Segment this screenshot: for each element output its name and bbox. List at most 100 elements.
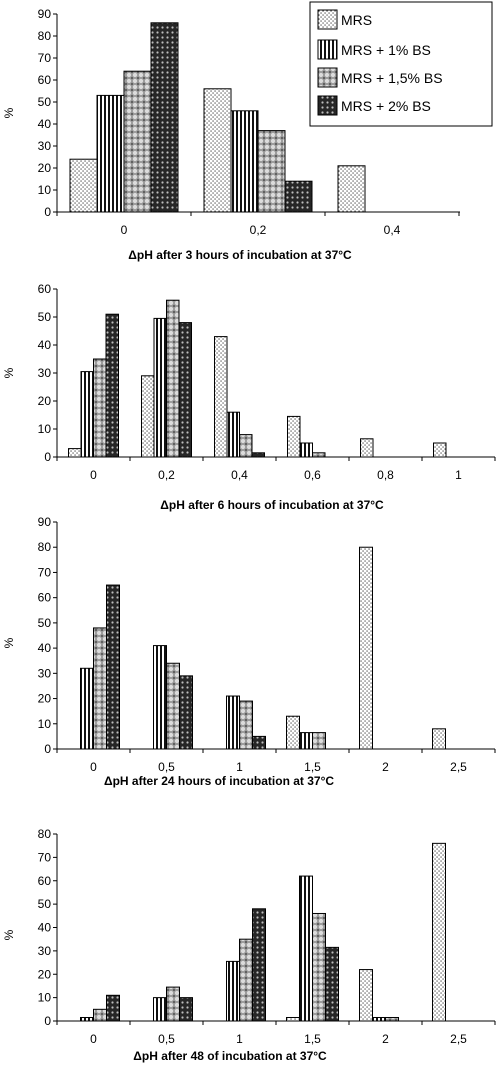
bar-mrs (286, 715, 300, 750)
panel-3-x-axis-label: ΔpH after 24 hours of incubation at 37°C (104, 774, 334, 788)
bar-mrs-1-5pct (257, 130, 286, 213)
y-tick-label: 0 (44, 205, 51, 219)
bar-mrs (69, 158, 98, 213)
bar-mrs-1pct (153, 317, 167, 458)
y-tick-label: 90 (38, 515, 52, 529)
bar-mrs-1-5pct (312, 452, 326, 458)
y-tick-label: 30 (38, 666, 52, 680)
bar-mrs (359, 969, 373, 1022)
y-tick-label: 50 (38, 95, 52, 109)
y-tick-label: 20 (38, 394, 52, 408)
x-tick-label: 0,5 (158, 1032, 175, 1046)
bar-mrs-1pct (153, 997, 167, 1022)
y-tick-label: 80 (38, 540, 52, 554)
y-tick-label: 70 (38, 51, 52, 65)
legend: MRS MRS + 1% BS MRS + 1,5% BS MRS + 2% B… (309, 1, 493, 127)
y-tick-label: 10 (38, 717, 52, 731)
bar-mrs-2pct (284, 180, 313, 213)
legend-swatch-mrs-2pct (317, 95, 338, 116)
panel-2: % ΔpH after 6 hours of incubation at 37°… (2, 367, 384, 512)
y-tick-label: 50 (38, 310, 52, 324)
x-tick-label: 0 (90, 1032, 97, 1046)
bar-mrs (337, 165, 366, 213)
bar-mrs-2pct (106, 994, 120, 1022)
bar-mrs-1-5pct (385, 1016, 399, 1022)
legend-label-mrs: MRS (341, 12, 372, 28)
bar-mrs-1-5pct (239, 434, 253, 458)
legend-label-mrs-1-5pct: MRS + 1,5% BS (341, 70, 443, 86)
panel-2-x-axis-label: ΔpH after 6 hours of incubation at 37°C (160, 498, 384, 512)
y-tick-label: 40 (38, 117, 52, 131)
y-tick-label: 30 (38, 944, 52, 958)
bar-mrs (432, 842, 446, 1022)
panel-2-y-axis-label: % (2, 367, 16, 378)
bar-mrs-1-5pct (312, 732, 326, 750)
bar-mrs-2pct (252, 908, 266, 1022)
x-tick-label: 1,5 (304, 1032, 321, 1046)
y-tick-label: 60 (38, 282, 52, 296)
bar-mrs (432, 728, 446, 750)
bar-mrs-1-5pct (123, 70, 152, 213)
bar-mrs (287, 415, 301, 458)
y-tick-label: 0 (44, 450, 51, 464)
y-tick-label: 0 (44, 742, 51, 756)
y-tick-label: 40 (38, 641, 52, 655)
bar-mrs-1pct (80, 371, 94, 458)
bar-mrs-1pct (153, 645, 167, 750)
x-tick-label: 2 (382, 1032, 389, 1046)
bar-mrs-1-5pct (166, 299, 180, 458)
x-tick-label: 0,4 (231, 468, 248, 482)
bar-mrs-1-5pct (312, 912, 326, 1022)
legend-label-mrs-2pct: MRS + 2% BS (341, 98, 431, 114)
y-tick-label: 80 (38, 827, 52, 841)
x-tick-label: 1,5 (304, 760, 321, 774)
bar-mrs (286, 1016, 300, 1022)
y-tick-label: 50 (38, 897, 52, 911)
bar-mrs-1-5pct (93, 358, 107, 458)
y-tick-label: 20 (38, 967, 52, 981)
panel-2-plot: 0 10 20 30 40 50 60 0 0,2 0,4 0,6 0,8 1 (38, 282, 496, 482)
bar-mrs-1pct (299, 442, 313, 458)
x-tick-label: 0,4 (384, 223, 401, 237)
panel-1-y-axis-label: % (2, 107, 16, 118)
legend-box (309, 1, 493, 127)
legend-swatch-mrs-1pct (317, 39, 338, 60)
x-tick-label: 1 (455, 468, 462, 482)
bar-mrs-1pct (96, 94, 125, 213)
bar-mrs-1-5pct (93, 1008, 107, 1022)
y-tick-label: 10 (38, 991, 52, 1005)
panel-1-x-axis-label: ΔpH after 3 hours of incubation at 37°C (128, 248, 352, 262)
panel-4-y-axis-label: % (2, 929, 16, 940)
legend-label-mrs-1pct: MRS + 1% BS (341, 42, 431, 58)
bar-mrs-2pct (105, 313, 119, 458)
x-tick-label: 1 (236, 1032, 243, 1046)
bar-mrs-2pct (179, 997, 193, 1022)
x-tick-label: 2,5 (450, 760, 467, 774)
bar-mrs-2pct (178, 322, 192, 458)
bar-mrs-2pct (251, 452, 265, 458)
bar-mrs (360, 438, 374, 458)
bar-mrs-2pct (252, 735, 266, 750)
bar-mrs (433, 442, 447, 458)
bar-mrs-2pct (325, 946, 339, 1022)
legend-swatch-mrs (317, 9, 338, 30)
y-tick-label: 70 (38, 850, 52, 864)
bar-mrs-2pct (150, 22, 179, 213)
bar-mrs (359, 546, 373, 750)
y-tick-label: 60 (38, 591, 52, 605)
bar-mrs-1-5pct (93, 627, 107, 750)
x-tick-label: 2 (382, 760, 389, 774)
y-tick-label: 10 (38, 183, 52, 197)
bar-mrs-1pct (80, 1016, 94, 1022)
bar-mrs-1pct (299, 732, 313, 750)
panel-3: % ΔpH after 24 hours of incubation at 37… (2, 637, 334, 788)
bar-mrs-1pct (226, 411, 240, 458)
bar-mrs-2pct (179, 675, 193, 750)
bar-mrs-1-5pct (166, 662, 180, 750)
x-tick-label: 1 (236, 760, 243, 774)
bar-mrs (214, 336, 228, 458)
panel-4-plot: 0 10 20 30 40 50 60 70 80 0 0,5 1 1,5 2 2,5 (38, 827, 496, 1046)
panel-1-plot: 0 10 20 30 40 50 60 70 80 90 0 0,2 0,4 (38, 7, 460, 237)
y-tick-label: 60 (38, 874, 52, 888)
x-tick-label: 0 (90, 760, 97, 774)
